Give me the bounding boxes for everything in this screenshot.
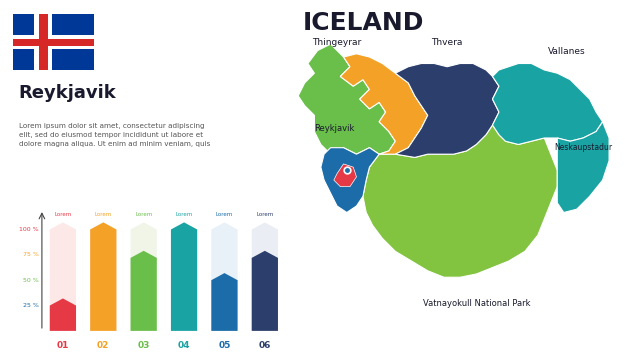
Text: Lorem: Lorem	[175, 212, 193, 217]
Text: 06: 06	[259, 341, 271, 350]
Text: 25 %: 25 %	[23, 303, 39, 308]
Text: Lorem ipsum dolor sit amet, consectetur adipiscing
elit, sed do eiusmod tempor i: Lorem ipsum dolor sit amet, consectetur …	[19, 123, 210, 147]
Text: Thingeyrar: Thingeyrar	[312, 38, 362, 46]
Text: 100 %: 100 %	[19, 227, 39, 232]
Polygon shape	[334, 164, 356, 187]
Text: 75 %: 75 %	[23, 252, 39, 257]
Polygon shape	[341, 54, 428, 154]
Polygon shape	[171, 222, 197, 331]
Text: 03: 03	[138, 341, 150, 350]
Polygon shape	[212, 222, 238, 331]
Text: Lorem: Lorem	[256, 212, 274, 217]
Text: Lorem: Lorem	[95, 212, 112, 217]
Text: Reykjavik: Reykjavik	[314, 124, 355, 133]
Polygon shape	[321, 148, 379, 213]
Polygon shape	[90, 222, 116, 331]
Text: Neskaupstadur: Neskaupstadur	[554, 143, 612, 152]
Text: Lorem: Lorem	[135, 212, 152, 217]
Text: 04: 04	[178, 341, 190, 350]
Text: Vatnayokull National Park: Vatnayokull National Park	[423, 298, 530, 308]
Polygon shape	[131, 222, 156, 331]
Polygon shape	[50, 298, 76, 331]
Polygon shape	[171, 222, 197, 331]
Polygon shape	[252, 251, 278, 331]
Text: Lorem: Lorem	[54, 212, 71, 217]
Bar	[34, 14, 53, 70]
Text: 05: 05	[218, 341, 230, 350]
Text: 50 %: 50 %	[23, 278, 39, 283]
Polygon shape	[212, 273, 238, 331]
Bar	[13, 36, 94, 49]
Bar	[13, 39, 94, 46]
Text: Lorem: Lorem	[216, 212, 233, 217]
Polygon shape	[252, 222, 278, 331]
Polygon shape	[90, 222, 116, 331]
Text: 01: 01	[57, 341, 69, 350]
Text: 02: 02	[97, 341, 110, 350]
Polygon shape	[363, 125, 557, 277]
Polygon shape	[557, 122, 609, 213]
Polygon shape	[396, 63, 499, 157]
Polygon shape	[131, 251, 156, 331]
Text: ICELAND: ICELAND	[302, 11, 424, 34]
Polygon shape	[50, 222, 76, 331]
Polygon shape	[298, 44, 396, 154]
Text: Thvera: Thvera	[431, 38, 463, 46]
Bar	[39, 14, 48, 70]
Polygon shape	[493, 63, 603, 144]
Text: Reykjavik: Reykjavik	[19, 84, 116, 102]
Text: Vallanes: Vallanes	[548, 47, 586, 56]
